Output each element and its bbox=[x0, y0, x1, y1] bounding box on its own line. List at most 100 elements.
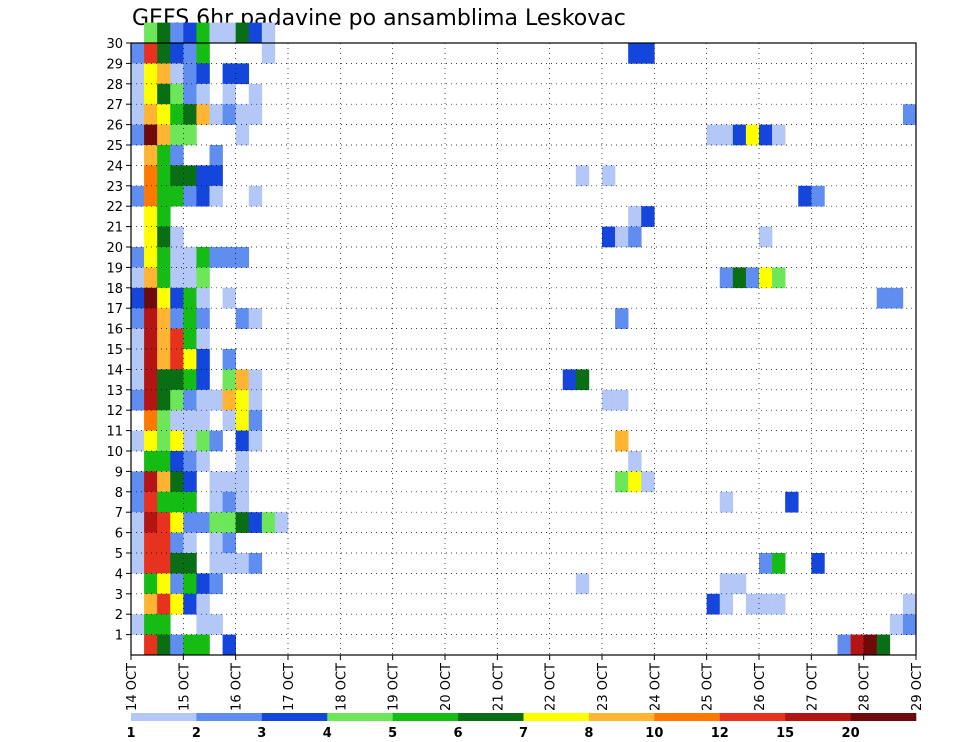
heatmap-cell bbox=[144, 124, 158, 146]
heatmap-cell bbox=[222, 553, 236, 574]
heatmap-cell bbox=[183, 389, 197, 411]
heatmap-cell bbox=[196, 63, 210, 85]
y-tick-label: 21 bbox=[106, 221, 123, 236]
heatmap-cell bbox=[144, 83, 158, 105]
heatmap-cell bbox=[144, 145, 158, 166]
heatmap-cell bbox=[602, 226, 616, 248]
heatmap-cell bbox=[144, 410, 158, 431]
colorbar-label: 4 bbox=[323, 726, 332, 741]
heatmap-cell bbox=[209, 471, 223, 493]
heatmap-cell bbox=[209, 165, 223, 187]
heatmap-cell bbox=[562, 369, 577, 391]
x-tick-label: 21 OCT bbox=[491, 663, 506, 711]
heatmap-cell bbox=[745, 593, 760, 615]
heatmap-cell bbox=[196, 185, 210, 207]
x-tick-label: 18 OCT bbox=[334, 663, 349, 711]
heatmap-cell bbox=[196, 634, 210, 656]
heatmap-cell bbox=[144, 22, 158, 44]
x-tick-label: 25 OCT bbox=[701, 663, 716, 711]
heatmap-cell bbox=[157, 247, 171, 268]
heatmap-cell bbox=[170, 491, 184, 513]
y-tick-label: 8 bbox=[115, 486, 123, 501]
heatmap-cell bbox=[183, 553, 197, 574]
heatmap-cell bbox=[183, 247, 197, 268]
heatmap-cell bbox=[235, 369, 250, 391]
heatmap-cell bbox=[131, 389, 145, 411]
heatmap-cell bbox=[157, 43, 171, 64]
y-tick-label: 6 bbox=[115, 527, 123, 542]
heatmap-cell bbox=[759, 593, 773, 615]
heatmap-cell bbox=[157, 328, 171, 350]
heatmap-cell bbox=[183, 165, 197, 187]
heatmap-cell bbox=[248, 410, 263, 431]
heatmap-cell bbox=[144, 226, 158, 248]
heatmap-cell bbox=[719, 593, 734, 615]
heatmap-cell bbox=[889, 614, 904, 635]
y-tick-label: 17 bbox=[106, 302, 123, 317]
heatmap-cell bbox=[196, 614, 210, 635]
y-tick-label: 15 bbox=[106, 343, 123, 358]
y-tick-label: 22 bbox=[106, 200, 123, 215]
heatmap-cell bbox=[575, 573, 590, 595]
colorbar-segment bbox=[850, 713, 917, 721]
heatmap-cell bbox=[811, 185, 825, 207]
colorbar-segment bbox=[196, 713, 263, 721]
heatmap-cell bbox=[183, 267, 197, 289]
heatmap-cell bbox=[157, 512, 171, 533]
heatmap-cell bbox=[144, 328, 158, 350]
heatmap-cell bbox=[261, 512, 276, 533]
heatmap-cell bbox=[131, 104, 145, 125]
y-tick-label: 3 bbox=[115, 588, 123, 603]
heatmap-cell bbox=[183, 512, 197, 533]
heatmap-cell bbox=[235, 22, 250, 44]
heatmap-cell bbox=[157, 451, 171, 472]
heatmap-cell bbox=[196, 165, 210, 187]
colorbar-segment bbox=[131, 713, 197, 721]
heatmap-cell bbox=[876, 634, 891, 656]
heatmap-cell bbox=[170, 124, 184, 146]
heatmap-cell bbox=[248, 83, 263, 105]
y-tick-label: 13 bbox=[106, 384, 123, 399]
heatmap-cell bbox=[732, 573, 747, 595]
heatmap-cell bbox=[209, 389, 223, 411]
heatmap-cell bbox=[183, 410, 197, 431]
heatmap-cell bbox=[157, 349, 171, 370]
colorbar-segment bbox=[523, 713, 590, 721]
heatmap-cell bbox=[196, 410, 210, 431]
heatmap-cell bbox=[209, 573, 223, 595]
heatmap-cell bbox=[615, 471, 629, 493]
y-tick-label: 25 bbox=[106, 139, 123, 154]
heatmap-cell bbox=[196, 389, 210, 411]
heatmap-cell bbox=[235, 410, 250, 431]
heatmap-cell bbox=[170, 389, 184, 411]
x-tick-label: 23 OCT bbox=[596, 663, 611, 711]
heatmap-cell bbox=[157, 185, 171, 207]
heatmap-cell bbox=[209, 185, 223, 207]
heatmap-cell bbox=[144, 185, 158, 207]
y-tick-label: 2 bbox=[115, 608, 123, 623]
y-tick-label: 11 bbox=[106, 425, 123, 440]
heatmap-cell bbox=[837, 634, 851, 656]
heatmap-cell bbox=[235, 512, 250, 533]
y-tick-label: 5 bbox=[115, 547, 123, 562]
heatmap-cell bbox=[863, 634, 878, 656]
heatmap-cell bbox=[183, 532, 197, 554]
colorbar-label: 12 bbox=[711, 726, 729, 741]
heatmap-cell bbox=[157, 593, 171, 615]
heatmap-cell bbox=[719, 267, 734, 289]
y-tick-label: 26 bbox=[106, 119, 123, 134]
heatmap-cell bbox=[170, 471, 184, 493]
y-tick-label: 24 bbox=[106, 159, 123, 174]
heatmap-cell bbox=[170, 532, 184, 554]
heatmap-cell bbox=[222, 22, 236, 44]
heatmap-cell bbox=[157, 614, 171, 635]
heatmap-cell bbox=[144, 491, 158, 513]
heatmap-cell bbox=[785, 491, 799, 513]
heatmap-cell bbox=[144, 593, 158, 615]
heatmap-cell bbox=[602, 165, 616, 187]
heatmap-cell bbox=[222, 247, 236, 268]
y-tick-label: 16 bbox=[106, 323, 123, 338]
heatmap-cell bbox=[235, 124, 250, 146]
heatmap-cell bbox=[719, 124, 734, 146]
